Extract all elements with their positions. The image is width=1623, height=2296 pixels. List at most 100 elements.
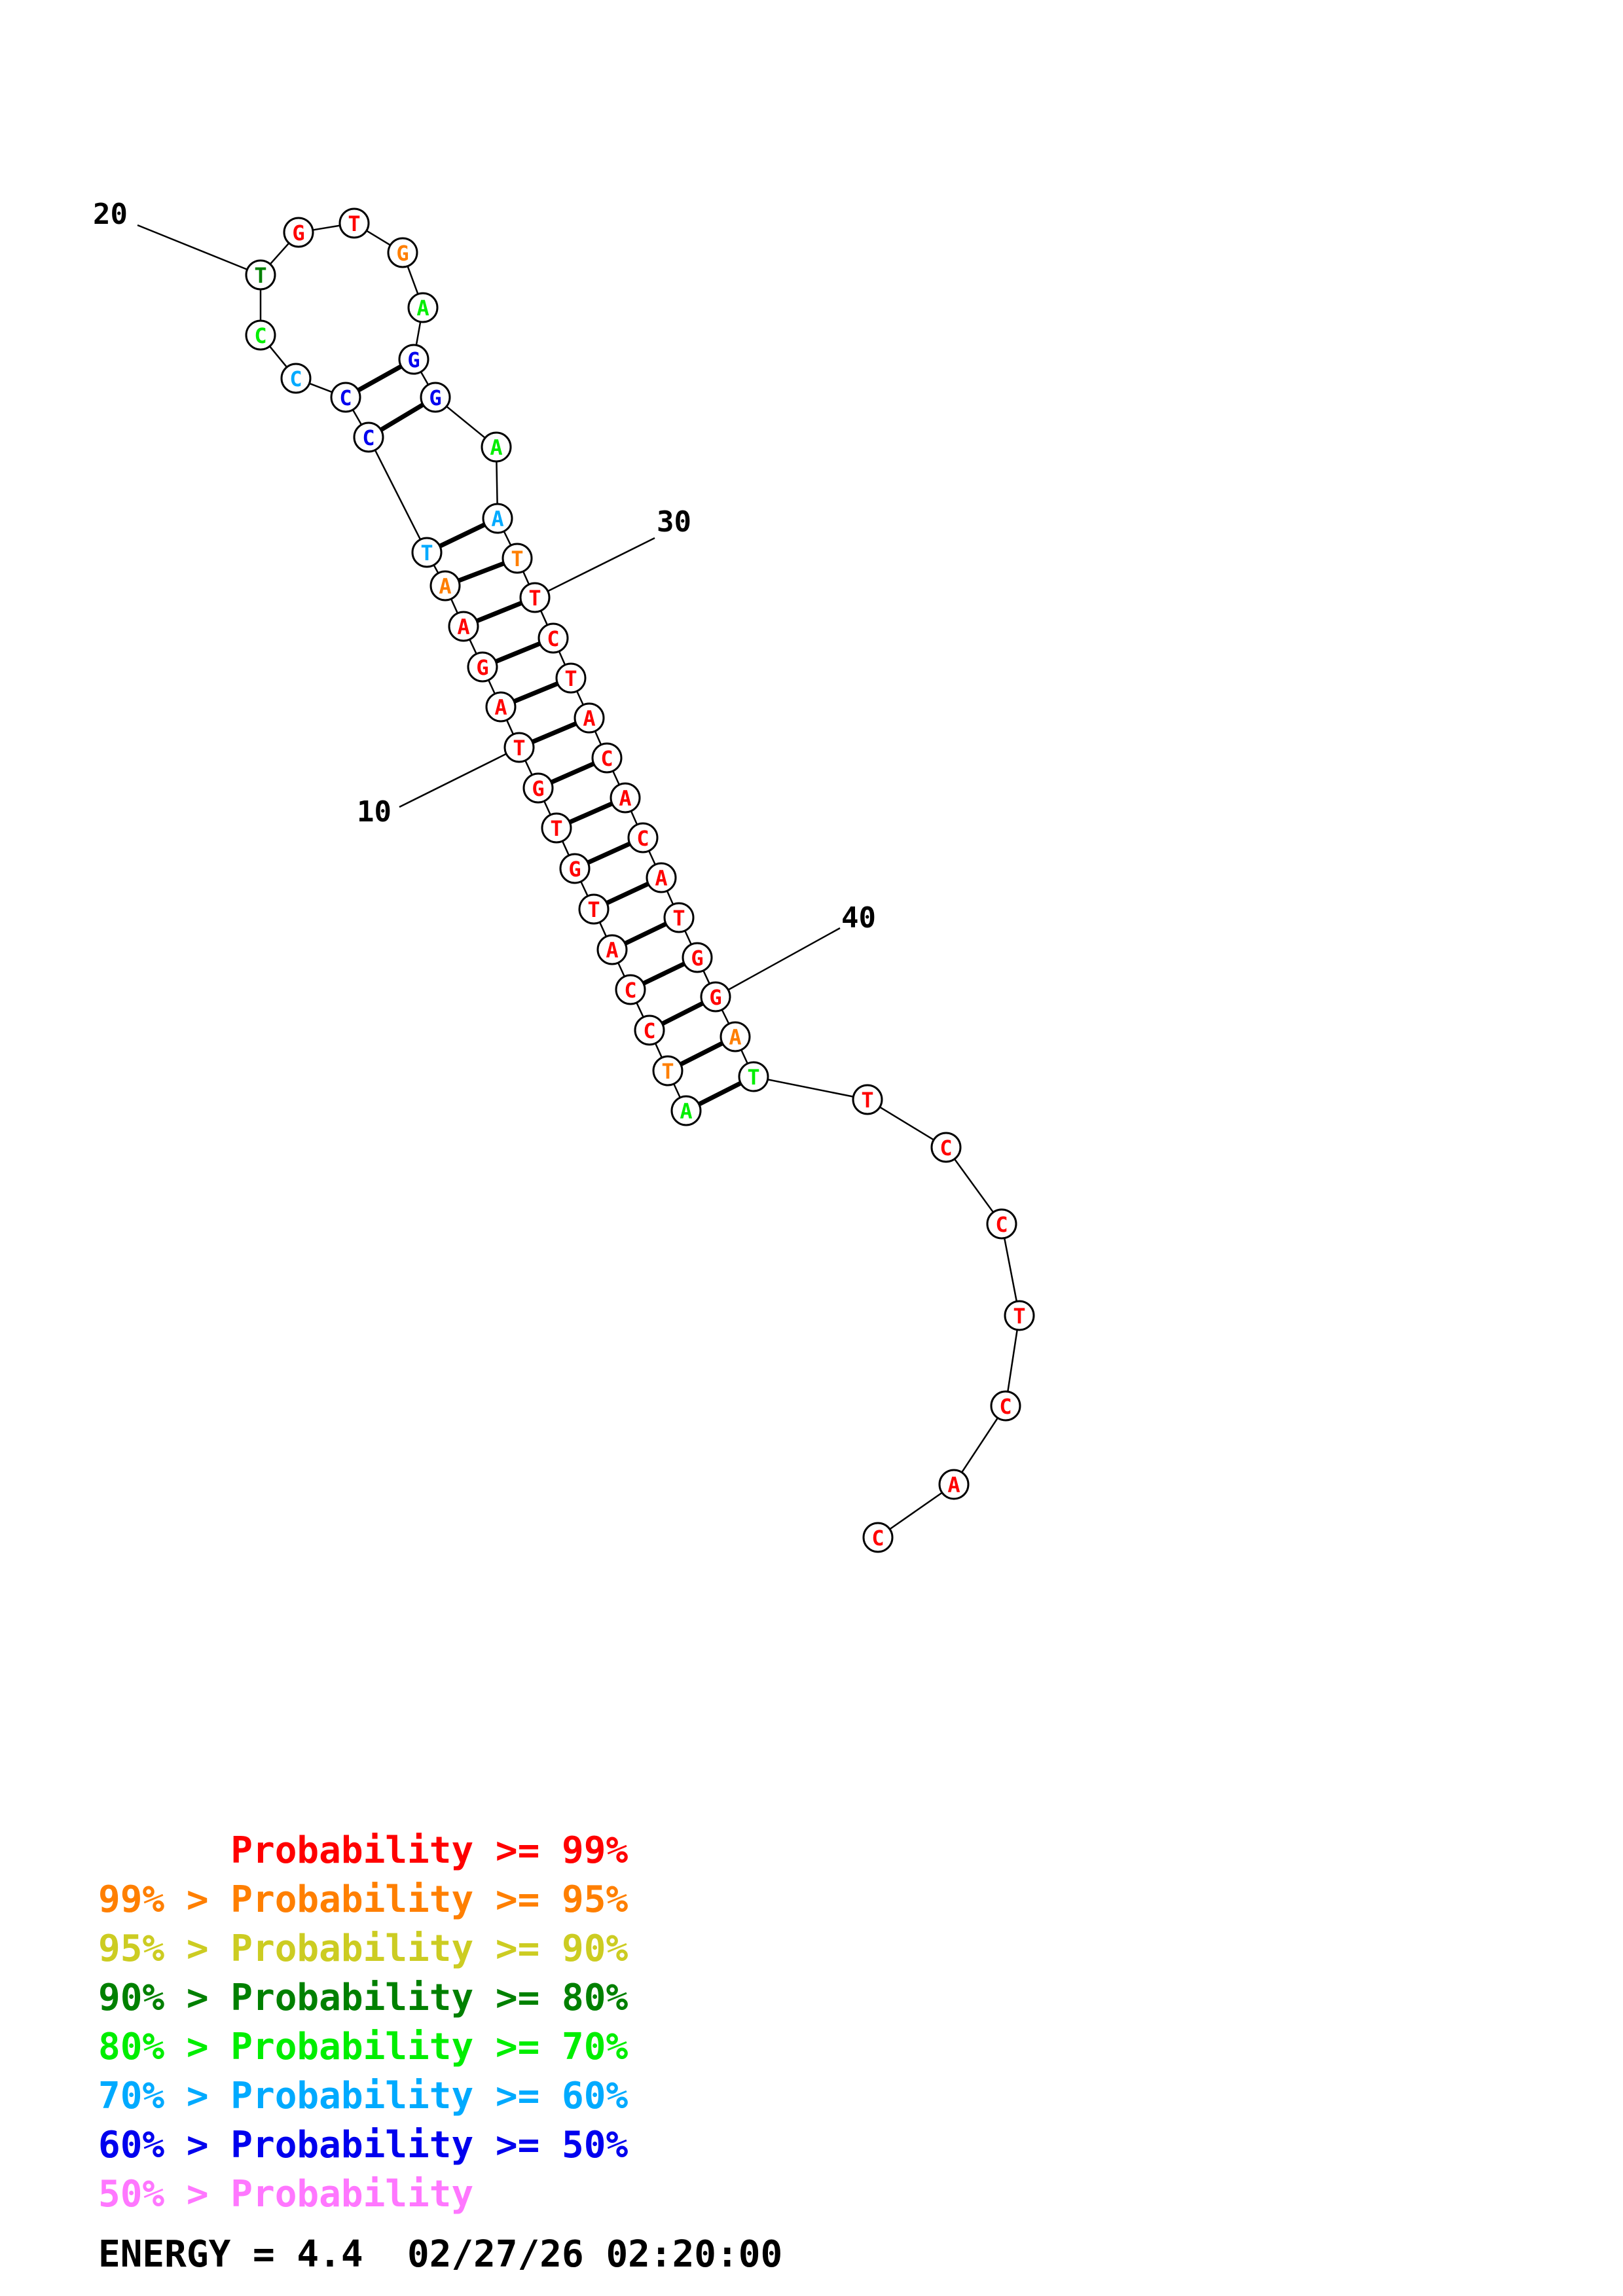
nucleotide: C bbox=[986, 1208, 1017, 1240]
nucleotide-circle bbox=[559, 853, 591, 884]
nucleotide-circle bbox=[574, 702, 605, 734]
backbone-segment bbox=[366, 230, 391, 246]
nucleotide: C bbox=[353, 422, 384, 453]
nucleotide: T bbox=[1004, 1300, 1035, 1331]
nucleotide: C bbox=[591, 742, 623, 774]
nucleotide: T bbox=[541, 812, 572, 844]
backbone-segment bbox=[374, 450, 422, 540]
nucleotide: A bbox=[485, 691, 517, 723]
position-label: 20 bbox=[93, 198, 128, 231]
nucleotide: T bbox=[578, 893, 610, 925]
position-label: 30 bbox=[657, 505, 691, 539]
legend-entry: 70% > Probability >= 60% bbox=[98, 2075, 629, 2117]
nucleotide-letter: C bbox=[254, 323, 266, 348]
base-pair-bond bbox=[624, 922, 667, 946]
legend-entry: 99% > Probability >= 95% bbox=[98, 1878, 629, 1921]
backbone-segment bbox=[505, 719, 515, 735]
backbone-segment bbox=[415, 321, 422, 346]
nucleotide-circle bbox=[652, 1055, 684, 1086]
base-pair-bond bbox=[661, 1001, 704, 1026]
nucleotide-letter: A bbox=[655, 866, 667, 891]
nucleotide: C bbox=[862, 1522, 894, 1553]
backbone-segment bbox=[496, 461, 498, 505]
nucleotide: T bbox=[501, 543, 533, 574]
backbone-segment bbox=[702, 970, 710, 984]
nucleotide: T bbox=[555, 662, 587, 694]
backbone-segment bbox=[961, 1417, 998, 1473]
backbone-segment bbox=[312, 224, 340, 231]
nucleotide: A bbox=[407, 292, 439, 323]
backbone-segment bbox=[558, 651, 566, 666]
nucleotide-letter: T bbox=[1013, 1304, 1025, 1329]
nucleotide-circle bbox=[448, 611, 479, 642]
nucleotide: A bbox=[448, 611, 479, 642]
nucleotide: G bbox=[559, 853, 591, 884]
backbone-segment bbox=[580, 881, 589, 897]
nucleotide-letter: A bbox=[680, 1099, 692, 1124]
nucleotide: G bbox=[467, 651, 498, 683]
base-pair-bond bbox=[568, 801, 613, 825]
nucleotide-circle bbox=[634, 1014, 665, 1046]
backbone-segment bbox=[352, 409, 363, 425]
nucleotide: T bbox=[663, 902, 695, 933]
nucleotide-circle bbox=[353, 422, 384, 453]
nucleotide-circle bbox=[280, 363, 312, 394]
nucleotide-letter: G bbox=[709, 985, 721, 1010]
nucleotide: G bbox=[283, 217, 314, 248]
backbone-segment bbox=[648, 850, 656, 865]
nucleotide-letter: C bbox=[289, 367, 302, 391]
nucleotide-circle bbox=[738, 1061, 769, 1092]
base-pair-bond bbox=[531, 721, 577, 744]
nucleotide-circle bbox=[610, 782, 641, 814]
backbone-segment bbox=[488, 679, 496, 694]
backbone-segment bbox=[469, 639, 477, 655]
nucleotide-circle bbox=[420, 382, 451, 413]
nucleotide: C bbox=[615, 974, 646, 1005]
base-pair-bond bbox=[550, 761, 595, 785]
base-pair-bond bbox=[513, 681, 558, 704]
backbone-segment bbox=[1007, 1329, 1018, 1392]
base-pair-bond bbox=[476, 600, 522, 624]
nucleotide-circle bbox=[627, 822, 659, 853]
backbone-segment bbox=[503, 531, 512, 546]
nucleotide-circle bbox=[398, 344, 429, 375]
nucleotide-letter: T bbox=[254, 263, 266, 288]
backbone-segment bbox=[446, 405, 486, 439]
nucleotide-circle bbox=[682, 942, 713, 973]
base-pair-bond bbox=[439, 522, 486, 548]
nucleotide-letter: T bbox=[513, 736, 525, 761]
backbone-segment bbox=[953, 1158, 994, 1213]
nucleotide-circle bbox=[407, 292, 439, 323]
nucleotide-circle bbox=[330, 382, 361, 413]
backbone-segment bbox=[269, 242, 290, 265]
nucleotide: C bbox=[245, 319, 276, 351]
nucleotide-circle bbox=[555, 662, 587, 694]
nucleotide: G bbox=[398, 344, 429, 375]
backbone-segment bbox=[1003, 1238, 1018, 1302]
base-pair-bond bbox=[642, 961, 685, 986]
base-pair-bond bbox=[587, 841, 631, 865]
nucleotide: A bbox=[429, 570, 461, 601]
nucleotide-letter: C bbox=[624, 978, 636, 1003]
nucleotide: T bbox=[503, 732, 535, 763]
base-pair-bond bbox=[458, 561, 505, 583]
nucleotide-letter: G bbox=[476, 655, 488, 680]
backbone-segment bbox=[612, 770, 620, 785]
nucleotide: T bbox=[411, 537, 443, 568]
nucleotide-letter: G bbox=[407, 348, 420, 372]
backbone-segment bbox=[543, 800, 551, 816]
base-pair-bond bbox=[357, 364, 403, 393]
position-tick bbox=[547, 537, 655, 592]
nucleotide: A bbox=[720, 1021, 751, 1052]
legend-entry: 60% > Probability >= 50% bbox=[98, 2124, 629, 2166]
nucleotide: T bbox=[852, 1084, 883, 1115]
nucleotide-circle bbox=[720, 1021, 751, 1052]
nucleotide: C bbox=[930, 1132, 962, 1163]
nucleotide-circle bbox=[501, 543, 533, 574]
nucleotide: A bbox=[482, 503, 513, 534]
nucleotide-circle bbox=[482, 503, 513, 534]
nucleotide-letter: A bbox=[494, 695, 507, 720]
nucleotide-letter: C bbox=[600, 746, 613, 771]
